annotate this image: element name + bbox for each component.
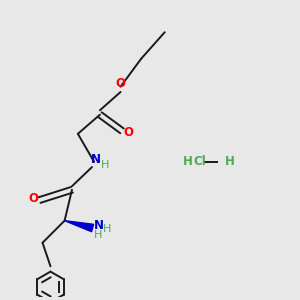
Text: N: N — [91, 153, 100, 166]
Text: H: H — [101, 160, 110, 170]
Text: H: H — [183, 155, 193, 168]
Text: Cl: Cl — [194, 155, 206, 168]
Text: O: O — [116, 77, 126, 90]
Text: H: H — [103, 224, 111, 234]
Text: H: H — [94, 230, 103, 239]
Text: O: O — [28, 192, 38, 205]
Text: H: H — [225, 155, 234, 168]
Text: N: N — [94, 219, 103, 232]
Polygon shape — [64, 221, 94, 232]
Text: O: O — [124, 126, 134, 139]
